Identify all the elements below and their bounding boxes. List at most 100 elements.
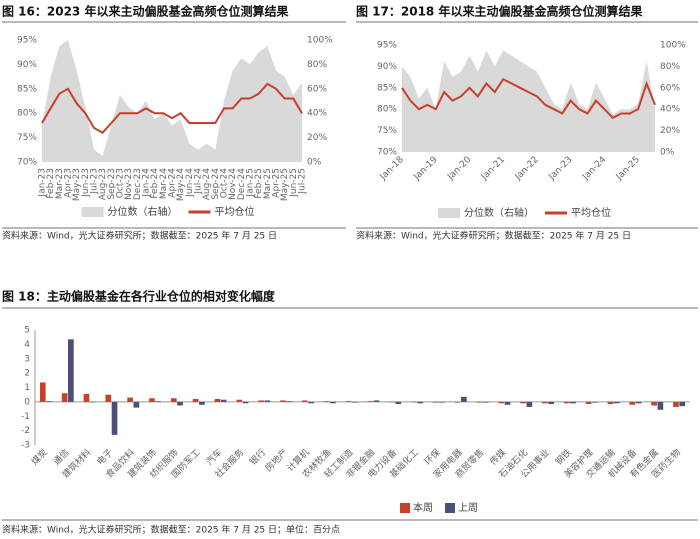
- bar: [548, 401, 555, 405]
- bar: [177, 401, 183, 406]
- bar: [83, 393, 90, 402]
- chart-title: 图 16：2023 年以来主动偏股基金高频仓位测算结果: [2, 4, 288, 19]
- bar: [607, 401, 614, 405]
- x-tick-label: Mar-25: [263, 168, 273, 199]
- area: [42, 40, 302, 162]
- bar: [323, 401, 330, 402]
- bar: [105, 394, 112, 402]
- x-tick-label: Jan-23: [38, 168, 48, 198]
- y2-tick-label: 80%: [660, 62, 680, 72]
- y-tick-label: 95%: [17, 36, 37, 46]
- bar: [482, 401, 489, 403]
- y-tick-label: 85%: [377, 83, 397, 93]
- bar: [411, 401, 417, 403]
- bar: [613, 401, 620, 404]
- y-tick-label: -2: [21, 426, 30, 436]
- x-tick-label: 房地产: [262, 446, 290, 474]
- y2-tick-label: 100%: [307, 36, 333, 46]
- x-tick-label: Sep-24: [211, 168, 221, 200]
- bar: [504, 401, 511, 405]
- bar: [542, 401, 548, 404]
- x-tick-label: Jul-24: [194, 168, 204, 195]
- bar: [461, 396, 467, 402]
- legend-swatch: [445, 503, 455, 513]
- bar: [679, 401, 686, 407]
- bar: [439, 401, 445, 403]
- bar: [657, 401, 664, 410]
- bar: [301, 400, 308, 402]
- y-tick-label: 70%: [377, 148, 397, 158]
- x-tick-label: Jun-25: [289, 168, 299, 198]
- x-tick-label: Apr-25: [272, 168, 282, 198]
- bar: [345, 401, 352, 402]
- source-note: 资料来源：Wind，光大证券研究所；数据截至：2025 年 7 月 25 日；单…: [2, 524, 340, 536]
- x-tick-label: Dec-23: [133, 168, 143, 200]
- y-tick-label: 2: [24, 369, 30, 379]
- bar: [417, 401, 424, 404]
- x-tick-label: Jan-24: [580, 155, 608, 183]
- y-tick-label: -1: [21, 412, 30, 422]
- legend-label: 上周: [458, 502, 478, 514]
- bar: [373, 400, 380, 402]
- bar: [242, 401, 249, 404]
- y-tick-label: 80%: [17, 109, 37, 119]
- x-tick-label: Jan-18: [378, 155, 406, 183]
- legend-label: 平均仓位: [215, 205, 255, 218]
- bar: [592, 401, 598, 403]
- bar: [192, 399, 199, 402]
- x-tick-label: Jun-24: [185, 168, 195, 198]
- y-tick-label: 70%: [17, 158, 37, 168]
- bar: [127, 397, 133, 402]
- x-tick-label: 煤炭: [29, 446, 50, 467]
- x-tick-label: Feb-25: [254, 168, 264, 199]
- y2-tick-label: 0%: [307, 158, 322, 168]
- bar: [214, 399, 221, 402]
- y2-tick-label: 40%: [307, 109, 327, 119]
- legend-label: 分位数（右轴）: [108, 205, 178, 218]
- x-tick-label: Mar-24: [159, 168, 169, 199]
- y2-tick-label: 100%: [660, 41, 686, 51]
- y-tick-label: 90%: [377, 62, 397, 72]
- x-tick-label: Apr-24: [168, 168, 178, 198]
- line: [41, 82, 303, 134]
- bar: [585, 401, 592, 405]
- bar: [286, 401, 293, 402]
- x-tick-label: Apr-23: [64, 168, 74, 198]
- y2-tick-label: 40%: [660, 105, 680, 115]
- x-tick-label: Oct-23: [116, 168, 126, 198]
- y-tick-label: 75%: [17, 133, 37, 143]
- y-tick-label: 85%: [17, 84, 37, 94]
- bar: [635, 401, 642, 404]
- bar: [367, 401, 374, 402]
- bar: [563, 401, 570, 404]
- y-tick-label: 80%: [377, 105, 397, 115]
- bar: [570, 401, 576, 404]
- bar: [651, 401, 657, 406]
- x-tick-label: Aug-24: [202, 168, 212, 201]
- bar: [673, 401, 679, 407]
- chart-title: 图 17：2018 年以来主动偏股基金高频仓位测算结果: [356, 4, 642, 19]
- bar: [61, 393, 68, 402]
- y-tick-label: 5: [24, 326, 30, 336]
- x-tick-label: Jul-25: [298, 168, 308, 195]
- bar: [199, 401, 205, 405]
- bar: [432, 401, 439, 403]
- bar: [220, 399, 227, 402]
- bar: [454, 401, 461, 403]
- x-tick-label: May-25: [280, 168, 290, 201]
- bar: [498, 401, 505, 404]
- x-tick-label: Jan-24: [142, 168, 152, 198]
- bar: [389, 401, 395, 403]
- bar: [133, 401, 140, 408]
- y-tick-label: -3: [21, 441, 30, 451]
- x-tick-label: Jan-21: [479, 155, 507, 183]
- y-tick-label: 95%: [377, 41, 397, 51]
- bar: [308, 401, 314, 404]
- x-tick-label: Jan-25: [246, 168, 256, 198]
- legend-swatch: [438, 208, 460, 218]
- x-tick-label: Aug-23: [98, 168, 108, 200]
- bar: [520, 401, 526, 404]
- x-tick-label: Feb-24: [150, 168, 160, 199]
- x-tick-label: Jul-23: [90, 168, 100, 195]
